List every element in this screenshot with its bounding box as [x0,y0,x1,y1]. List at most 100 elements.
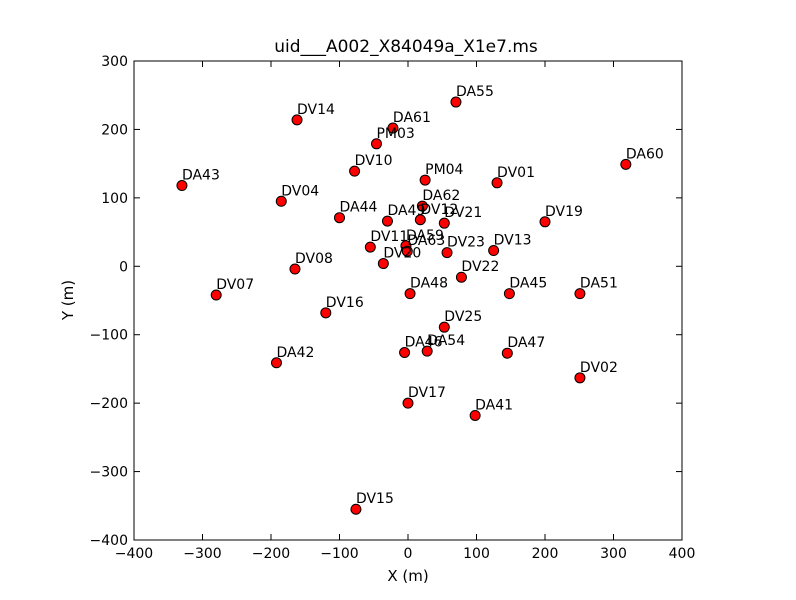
antenna-label: DA45 [509,276,547,292]
antenna-label: DV10 [355,153,393,169]
antenna-point [441,247,453,259]
antenna-label: DV22 [461,259,499,275]
antenna-point [450,96,462,108]
antenna-label: DV14 [297,102,335,118]
antenna-point [270,357,282,369]
antenna-point [503,288,515,300]
antenna-label: DV19 [545,204,583,220]
antenna-point [176,180,188,192]
antenna-point [377,258,389,270]
y-tick-label: 200 [101,122,128,138]
antenna-label: PM03 [376,126,414,142]
x-tick-label: 0 [404,546,413,562]
y-tick-label: −200 [90,396,128,412]
antenna-label: DV23 [447,235,485,251]
antenna-point [291,114,303,126]
antenna-point [289,263,301,275]
y-tick-label: 100 [101,191,128,207]
x-axis-label: X (m) [387,567,428,585]
antenna-point [381,215,393,227]
antenna-label: DV02 [580,360,618,376]
antenna-label: DV21 [444,205,482,221]
antenna-label: DA61 [393,110,431,126]
antenna-label: DV25 [444,309,482,325]
antenna-point [416,200,428,212]
y-tick-label: 300 [101,54,128,70]
chart-title: uid___A002_X84049a_X1e7.ms [274,37,538,57]
antenna-point [574,372,586,384]
antenna-point [349,165,361,177]
antenna-label: DA47 [507,335,545,351]
antenna-point [320,307,332,319]
antenna-point [414,214,426,226]
antenna-label: DV11 [370,229,408,245]
antenna-label: DA44 [340,200,378,216]
x-tick-label: −200 [252,546,290,562]
antenna-point [387,122,399,134]
x-tick-label: 400 [669,546,696,562]
antenna-label: DA42 [276,345,314,361]
antenna-label: DV12 [420,202,458,218]
antenna-label: DV01 [497,165,535,181]
x-tick-label: −100 [320,546,358,562]
antenna-label: DV15 [356,491,394,507]
x-tick-label: 300 [600,546,627,562]
antenna-label: DV04 [281,183,319,199]
x-tick-label: −300 [183,546,221,562]
antenna-label: DV16 [326,295,364,311]
antenna-label: DV08 [295,251,333,267]
antenna-label: DA59 [406,228,444,244]
axis-ticks: −400 −300 −200 −100 0 100 200 300 400 −400 −300 −20… [90,54,696,562]
antenna-label: DA48 [410,276,448,292]
x-tick-label: 100 [463,546,490,562]
antenna-point [334,212,345,224]
antenna-point [401,245,413,257]
antenna-label: DV20 [383,246,421,262]
antenna-point [419,174,431,186]
antenna-point [421,345,433,357]
antenna-label: DA43 [182,168,220,184]
antenna-point [370,138,382,150]
antenna-label: DA55 [456,84,494,100]
antenna-label: DA46 [405,335,443,351]
antenna-point [539,216,551,228]
antenna-point [275,195,287,207]
x-tick-label: −400 [115,546,153,562]
antenna-point [350,503,362,515]
antenna-point [210,289,222,301]
antenna-label: DV07 [216,277,254,293]
antenna-label: DA62 [422,188,460,204]
antenna-label: DA49 [387,203,425,219]
antenna-label: PM04 [425,162,463,178]
antenna-point [404,288,416,300]
antenna-point [501,347,513,359]
y-tick-label: −300 [90,465,128,481]
antenna-label: DV17 [408,385,446,401]
antenna-point [491,177,503,189]
antenna-label: DA54 [427,333,465,349]
antenna-label: DA41 [475,397,513,413]
antenna-point [469,409,481,421]
y-tick-label: −100 [90,328,128,344]
plot-area [133,60,683,541]
antenna-point [620,158,632,170]
y-axis-label: Y (m) [59,280,77,321]
antenna-label: DA63 [407,233,445,249]
antenna-point [574,288,586,300]
antenna-points [176,96,632,515]
antenna-label: DV13 [494,233,532,249]
antenna-point [364,241,376,253]
antenna-point [455,271,467,283]
antenna-point [488,245,500,257]
antenna-point [399,347,411,359]
antenna-label: DA60 [626,146,664,162]
x-tick-label: 200 [532,546,559,562]
y-tick-label: 0 [119,259,128,275]
antenna-point [438,321,450,333]
antenna-point [402,397,414,409]
y-tick-label: −400 [90,533,128,549]
antenna-label: DA51 [580,276,618,292]
antenna-point [438,217,450,229]
